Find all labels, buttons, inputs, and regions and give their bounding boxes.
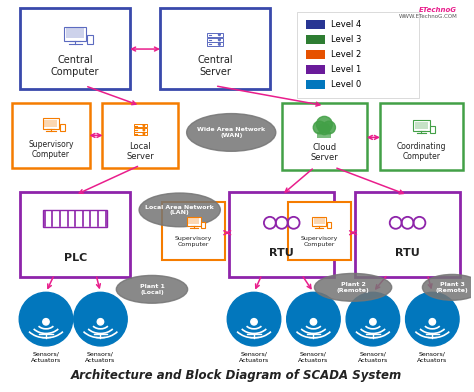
Text: Wide Area Network
(WAN): Wide Area Network (WAN) bbox=[197, 127, 265, 138]
FancyBboxPatch shape bbox=[430, 126, 435, 133]
Text: Level 3: Level 3 bbox=[331, 35, 362, 44]
Circle shape bbox=[346, 292, 400, 346]
FancyBboxPatch shape bbox=[355, 192, 460, 278]
Circle shape bbox=[143, 125, 145, 126]
FancyBboxPatch shape bbox=[282, 103, 367, 170]
Text: Supervisory
Computer: Supervisory Computer bbox=[28, 140, 73, 159]
Circle shape bbox=[97, 319, 104, 325]
FancyBboxPatch shape bbox=[12, 103, 90, 168]
Circle shape bbox=[319, 123, 330, 134]
FancyBboxPatch shape bbox=[207, 42, 223, 46]
Circle shape bbox=[227, 292, 281, 346]
FancyBboxPatch shape bbox=[134, 132, 146, 136]
FancyBboxPatch shape bbox=[380, 103, 463, 170]
Text: Sensors/
Actuators: Sensors/ Actuators bbox=[31, 352, 61, 363]
Text: Level 0: Level 0 bbox=[331, 80, 362, 89]
Ellipse shape bbox=[139, 193, 220, 227]
Circle shape bbox=[143, 133, 145, 134]
Text: Sensors/
Actuators: Sensors/ Actuators bbox=[239, 352, 269, 363]
Text: ETechnoG: ETechnoG bbox=[419, 7, 457, 13]
Text: Level 1: Level 1 bbox=[331, 65, 362, 74]
FancyBboxPatch shape bbox=[306, 35, 325, 44]
Circle shape bbox=[287, 292, 340, 346]
Text: Plant 3
(Remote): Plant 3 (Remote) bbox=[436, 282, 468, 293]
Circle shape bbox=[219, 34, 220, 36]
Text: PLC: PLC bbox=[64, 252, 87, 263]
FancyBboxPatch shape bbox=[45, 120, 57, 127]
Text: Supervisory
Computer: Supervisory Computer bbox=[301, 236, 338, 247]
FancyBboxPatch shape bbox=[413, 120, 430, 131]
Text: Plant 1
(Local): Plant 1 (Local) bbox=[139, 284, 164, 295]
FancyBboxPatch shape bbox=[306, 20, 325, 29]
FancyBboxPatch shape bbox=[312, 217, 326, 226]
Text: Plant 2
(Remote): Plant 2 (Remote) bbox=[337, 282, 369, 293]
FancyBboxPatch shape bbox=[20, 192, 130, 278]
Text: RTU: RTU bbox=[269, 248, 294, 258]
FancyBboxPatch shape bbox=[188, 218, 199, 224]
FancyBboxPatch shape bbox=[102, 103, 178, 168]
Text: Architecture and Block Diagram of SCADA System: Architecture and Block Diagram of SCADA … bbox=[71, 368, 402, 382]
Circle shape bbox=[143, 129, 145, 131]
Ellipse shape bbox=[422, 274, 474, 300]
Text: Local Area Network
(LAN): Local Area Network (LAN) bbox=[146, 205, 214, 215]
Text: Supervisory
Computer: Supervisory Computer bbox=[175, 236, 212, 247]
Circle shape bbox=[19, 292, 73, 346]
Circle shape bbox=[251, 319, 257, 325]
FancyBboxPatch shape bbox=[314, 218, 325, 224]
Circle shape bbox=[370, 319, 376, 325]
FancyBboxPatch shape bbox=[162, 202, 225, 260]
Ellipse shape bbox=[116, 276, 188, 303]
Text: WWW.ETechnoG.COM: WWW.ETechnoG.COM bbox=[398, 14, 457, 19]
FancyBboxPatch shape bbox=[306, 50, 325, 59]
Circle shape bbox=[323, 121, 336, 134]
FancyBboxPatch shape bbox=[306, 80, 325, 89]
FancyBboxPatch shape bbox=[288, 202, 351, 260]
FancyBboxPatch shape bbox=[207, 38, 223, 42]
Ellipse shape bbox=[314, 274, 392, 301]
FancyBboxPatch shape bbox=[60, 124, 64, 131]
FancyBboxPatch shape bbox=[134, 124, 146, 127]
FancyBboxPatch shape bbox=[327, 222, 331, 228]
Text: Sensors/
Actuators: Sensors/ Actuators bbox=[298, 352, 328, 363]
Circle shape bbox=[429, 319, 436, 325]
FancyBboxPatch shape bbox=[43, 118, 59, 129]
FancyBboxPatch shape bbox=[306, 65, 325, 74]
Text: Level 2: Level 2 bbox=[331, 50, 362, 59]
FancyBboxPatch shape bbox=[229, 192, 334, 278]
Circle shape bbox=[43, 319, 49, 325]
Text: Level 4: Level 4 bbox=[331, 20, 362, 29]
FancyBboxPatch shape bbox=[64, 27, 86, 41]
Circle shape bbox=[313, 121, 326, 134]
Text: Sensors/
Actuators: Sensors/ Actuators bbox=[358, 352, 388, 363]
Text: Central
Server: Central Server bbox=[197, 55, 233, 77]
FancyBboxPatch shape bbox=[20, 8, 130, 89]
FancyBboxPatch shape bbox=[66, 28, 84, 38]
Circle shape bbox=[219, 39, 220, 41]
Text: Coordinating
Computer: Coordinating Computer bbox=[397, 142, 446, 161]
FancyBboxPatch shape bbox=[317, 132, 331, 135]
FancyBboxPatch shape bbox=[201, 222, 205, 228]
Circle shape bbox=[406, 292, 459, 346]
FancyBboxPatch shape bbox=[207, 33, 223, 36]
Text: RTU: RTU bbox=[395, 248, 420, 258]
Text: Sensors/
Actuators: Sensors/ Actuators bbox=[85, 352, 116, 363]
Circle shape bbox=[219, 44, 220, 45]
Text: Cloud
Server: Cloud Server bbox=[310, 143, 338, 162]
FancyBboxPatch shape bbox=[415, 122, 428, 129]
Ellipse shape bbox=[187, 114, 276, 151]
Text: Sensors/
Actuators: Sensors/ Actuators bbox=[417, 352, 447, 363]
Text: Local
Server: Local Server bbox=[126, 142, 154, 161]
Circle shape bbox=[310, 319, 317, 325]
FancyBboxPatch shape bbox=[87, 34, 93, 44]
FancyBboxPatch shape bbox=[317, 135, 331, 138]
FancyBboxPatch shape bbox=[160, 8, 270, 89]
FancyBboxPatch shape bbox=[187, 217, 201, 226]
Circle shape bbox=[317, 116, 332, 132]
Text: Central
Computer: Central Computer bbox=[51, 55, 100, 77]
FancyBboxPatch shape bbox=[134, 129, 146, 132]
FancyBboxPatch shape bbox=[297, 12, 419, 98]
Circle shape bbox=[73, 292, 127, 346]
